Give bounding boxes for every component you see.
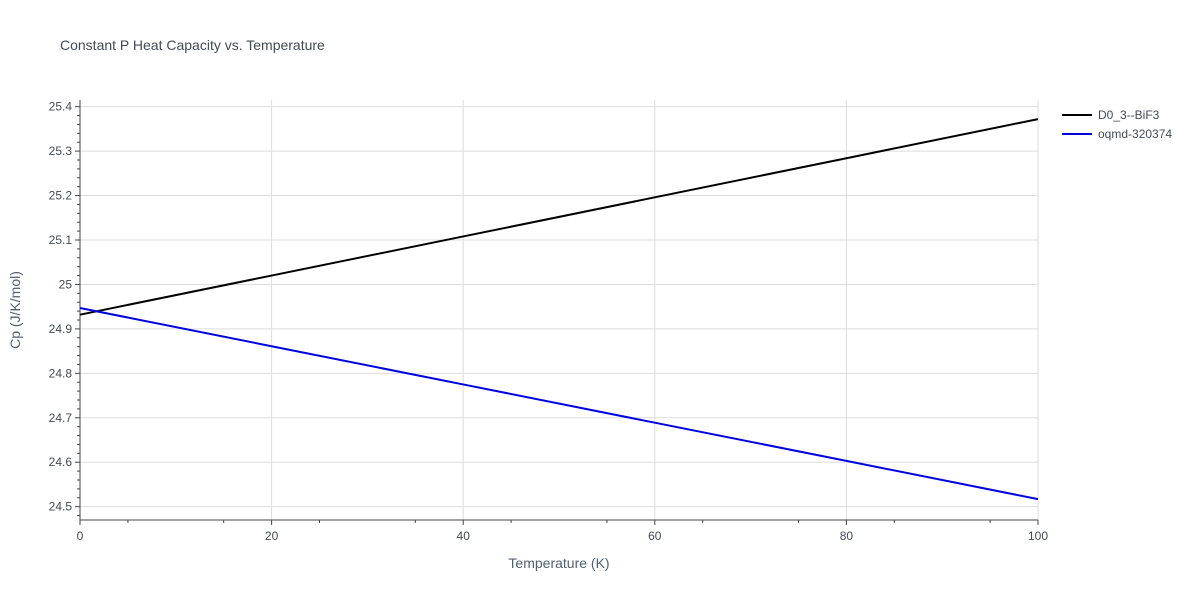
x-tick-label: 80 xyxy=(840,529,854,543)
legend-item-0[interactable]: D0_3--BiF3 xyxy=(1062,108,1160,122)
legend-label: oqmd-320374 xyxy=(1098,127,1172,141)
y-tick-label: 25.4 xyxy=(49,100,73,114)
y-axis-title: Cp (J/K/mol) xyxy=(7,271,23,349)
x-tick-label: 0 xyxy=(77,529,84,543)
legend-label: D0_3--BiF3 xyxy=(1098,108,1160,122)
y-tick-label: 24.9 xyxy=(49,322,73,336)
chart-title: Constant P Heat Capacity vs. Temperature xyxy=(60,37,325,53)
y-tick-label: 25 xyxy=(59,277,73,291)
y-tick-label: 25.2 xyxy=(49,189,73,203)
y-tick-label: 25.1 xyxy=(49,233,73,247)
x-tick-label: 100 xyxy=(1028,529,1048,543)
grid xyxy=(80,100,1039,520)
x-tick-label: 60 xyxy=(648,529,662,543)
axes: 0 20 40 60 80 100 24.5 24.6 24.7 24.8 24.9 25 25.1 25… xyxy=(49,100,1049,543)
y-tick-label: 24.8 xyxy=(49,366,73,380)
legend[interactable]: D0_3--BiF3 oqmd-320374 xyxy=(1062,108,1172,141)
y-tick-label: 24.6 xyxy=(49,455,73,469)
x-tick-label: 20 xyxy=(265,529,279,543)
x-axis-title: Temperature (K) xyxy=(508,555,609,571)
series-group xyxy=(79,118,1039,501)
series-line-1 xyxy=(79,307,1039,501)
y-tick-label: 24.5 xyxy=(49,500,73,514)
y-tick-label: 25.3 xyxy=(49,144,73,158)
legend-item-1[interactable]: oqmd-320374 xyxy=(1062,127,1172,141)
series-line-0 xyxy=(79,118,1039,316)
y-tick-label: 24.7 xyxy=(49,411,73,425)
x-tick-label: 40 xyxy=(457,529,471,543)
